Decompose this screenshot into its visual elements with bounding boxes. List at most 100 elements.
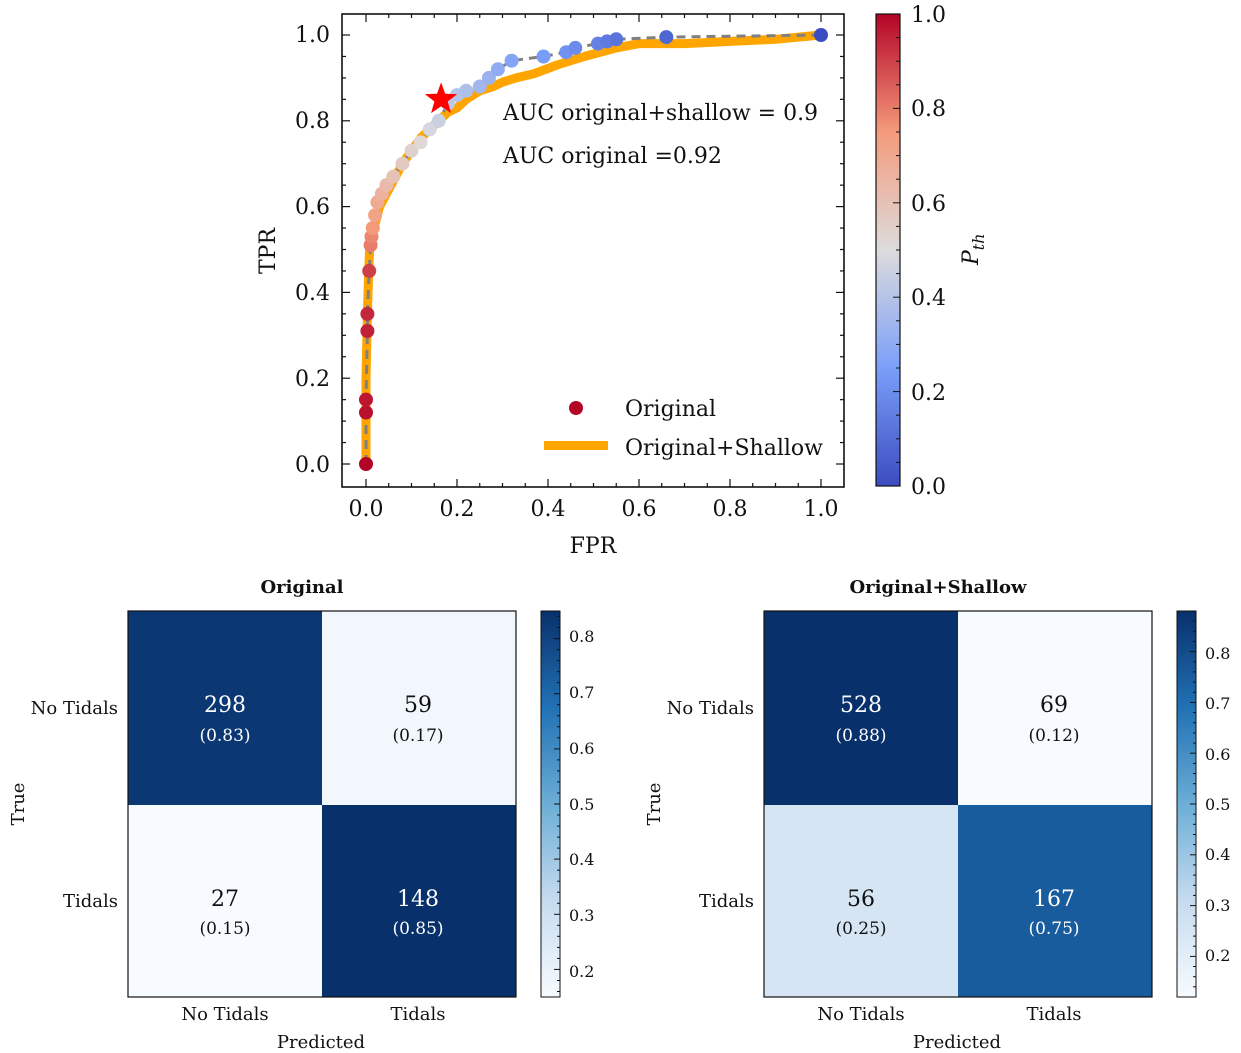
cm-right-frac-tp: (0.75) — [1028, 919, 1079, 939]
cm-left-ytick-0: No Tidals — [31, 698, 118, 719]
cm-right-cb-tick-0: 0.2 — [1205, 946, 1230, 965]
auc-annotation-original: AUC original =0.92 — [502, 144, 722, 169]
cm-right-title: Original+Shallow — [849, 577, 1027, 598]
cm-left-cell-fn — [128, 805, 322, 997]
optimal-threshold-star — [424, 82, 458, 114]
cm-left-cell-fp — [322, 611, 516, 805]
original-point-9 — [368, 208, 383, 223]
cm-left-cb-tick-4: 0.6 — [569, 739, 594, 758]
cm-left-frac-tn: (0.83) — [199, 726, 250, 746]
original-point-31 — [609, 32, 624, 47]
cm-left-cb-tick-3: 0.5 — [569, 795, 594, 814]
original-point-1 — [359, 405, 373, 420]
cm-right-xtick-1: Tidals — [1026, 1004, 1081, 1025]
cm-left-count-tn: 298 — [204, 693, 246, 718]
cm-left-cb-tick-2: 0.4 — [569, 850, 594, 869]
roc-y-tick-5: 1.0 — [295, 23, 330, 48]
cm-left-frac-fn: (0.15) — [199, 919, 250, 939]
cm-right-cb-tick-1: 0.3 — [1205, 896, 1230, 915]
svg-text:Pth: Pth — [959, 233, 988, 266]
roc-y-axis-label: TPR — [256, 227, 281, 274]
legend-original-marker — [569, 401, 583, 415]
cm-right-panel: Original+Shallow 528 (0.88) 69 (0.12) 56… — [644, 577, 1230, 1053]
cm-right-cb-tick-3: 0.5 — [1205, 795, 1230, 814]
roc-colorbar-ticks — [893, 13, 900, 487]
cm-right-ylabel: True — [644, 783, 665, 826]
original-point-26 — [536, 49, 551, 64]
cm-right-frac-tn: (0.88) — [835, 726, 886, 746]
cm-left-ylabel: True — [8, 783, 29, 826]
cm-right-frac-fp: (0.12) — [1028, 726, 1079, 746]
cm-left-xtick-0: No Tidals — [181, 1004, 268, 1025]
cm-left-colorbar-ticks — [554, 616, 560, 992]
roc-colorbar-label: Pth — [959, 233, 988, 266]
cm-right-cell-tp — [958, 805, 1152, 997]
cm-left-cell-tn — [128, 611, 322, 805]
roc-y-tick-2: 0.4 — [295, 281, 330, 306]
original-point-24 — [490, 62, 505, 77]
legend-original-label: Original — [625, 397, 716, 422]
original-point-15 — [404, 143, 419, 158]
cm-right-xlabel: Predicted — [913, 1032, 1001, 1053]
original-point-23 — [481, 70, 496, 85]
roc-legend: Original Original+Shallow — [544, 397, 823, 461]
cm-left-xlabel: Predicted — [277, 1032, 365, 1053]
roc-y-tick-1: 0.2 — [295, 367, 330, 392]
original-series-points — [359, 28, 828, 471]
cm-left-xtick-1: Tidals — [390, 1004, 445, 1025]
original-point-2 — [359, 392, 373, 407]
roc-y-tick-3: 0.6 — [295, 195, 330, 220]
cm-right-cell-fp — [958, 611, 1152, 805]
original-point-18 — [431, 113, 446, 128]
cm-left-colorbar — [541, 611, 560, 997]
cm-right-cell-fn — [764, 805, 958, 997]
original-point-5 — [362, 263, 377, 278]
original-point-8 — [365, 221, 380, 235]
original-point-17 — [422, 122, 437, 137]
cm-left-count-tp: 148 — [397, 887, 439, 912]
cm-right-ytick-0: No Tidals — [667, 698, 754, 719]
cm-left-frac-fp: (0.17) — [392, 726, 443, 746]
roc-y-tick-4: 0.8 — [295, 109, 330, 134]
cm-left-count-fp: 59 — [404, 693, 432, 718]
original-point-16 — [413, 135, 428, 150]
cm-right-cb-tick-6: 0.8 — [1205, 644, 1230, 663]
roc-cb-tick-0: 0.0 — [911, 475, 946, 500]
cm-right-cb-tick-5: 0.7 — [1205, 694, 1230, 713]
original-point-28 — [568, 40, 583, 55]
original-point-3 — [360, 324, 375, 338]
cm-left-title: Original — [260, 577, 343, 598]
cm-right-colorbar-ticks — [1190, 610, 1196, 998]
auc-annotation-shallow: AUC original+shallow = 0.9 — [502, 101, 818, 126]
cm-left-frame — [127, 610, 517, 998]
roc-x-tick-2: 0.4 — [531, 497, 566, 522]
roc-cb-tick-2: 0.4 — [911, 286, 946, 311]
cm-right-ytick-1: Tidals — [699, 891, 754, 912]
cm-left-cb-tick-5: 0.7 — [569, 683, 594, 702]
roc-y-tick-0: 0.0 — [295, 453, 330, 478]
roc-x-tick-0: 0.0 — [349, 497, 384, 522]
cm-right-frac-fn: (0.25) — [835, 919, 886, 939]
colorbar-label-sub: th — [969, 233, 988, 250]
legend-shallow-label: Original+Shallow — [625, 436, 823, 461]
original-point-25 — [504, 53, 519, 68]
legend-shallow-marker — [544, 441, 608, 450]
roc-cb-tick-5: 1.0 — [911, 3, 946, 28]
colorbar-label-main: P — [959, 249, 984, 266]
optimal-star-marker — [424, 82, 458, 114]
roc-axis-ticks — [342, 14, 844, 487]
roc-cb-tick-1: 0.2 — [911, 381, 946, 406]
original-point-33 — [814, 28, 828, 42]
original-point-32 — [659, 30, 674, 45]
original-point-14 — [395, 156, 410, 171]
cm-left-cell-tp — [322, 805, 516, 997]
cm-right-cell-tn — [764, 611, 958, 805]
cm-left-frac-tp: (0.85) — [392, 919, 443, 939]
cm-left-panel: Original 298 (0.83) 59 (0.17) 27 (0.15) … — [8, 577, 594, 1053]
roc-x-tick-5: 1.0 — [804, 497, 839, 522]
original-point-21 — [459, 83, 474, 98]
cm-right-xtick-0: No Tidals — [817, 1004, 904, 1025]
roc-cb-tick-4: 0.8 — [911, 97, 946, 122]
original-point-4 — [360, 306, 375, 321]
